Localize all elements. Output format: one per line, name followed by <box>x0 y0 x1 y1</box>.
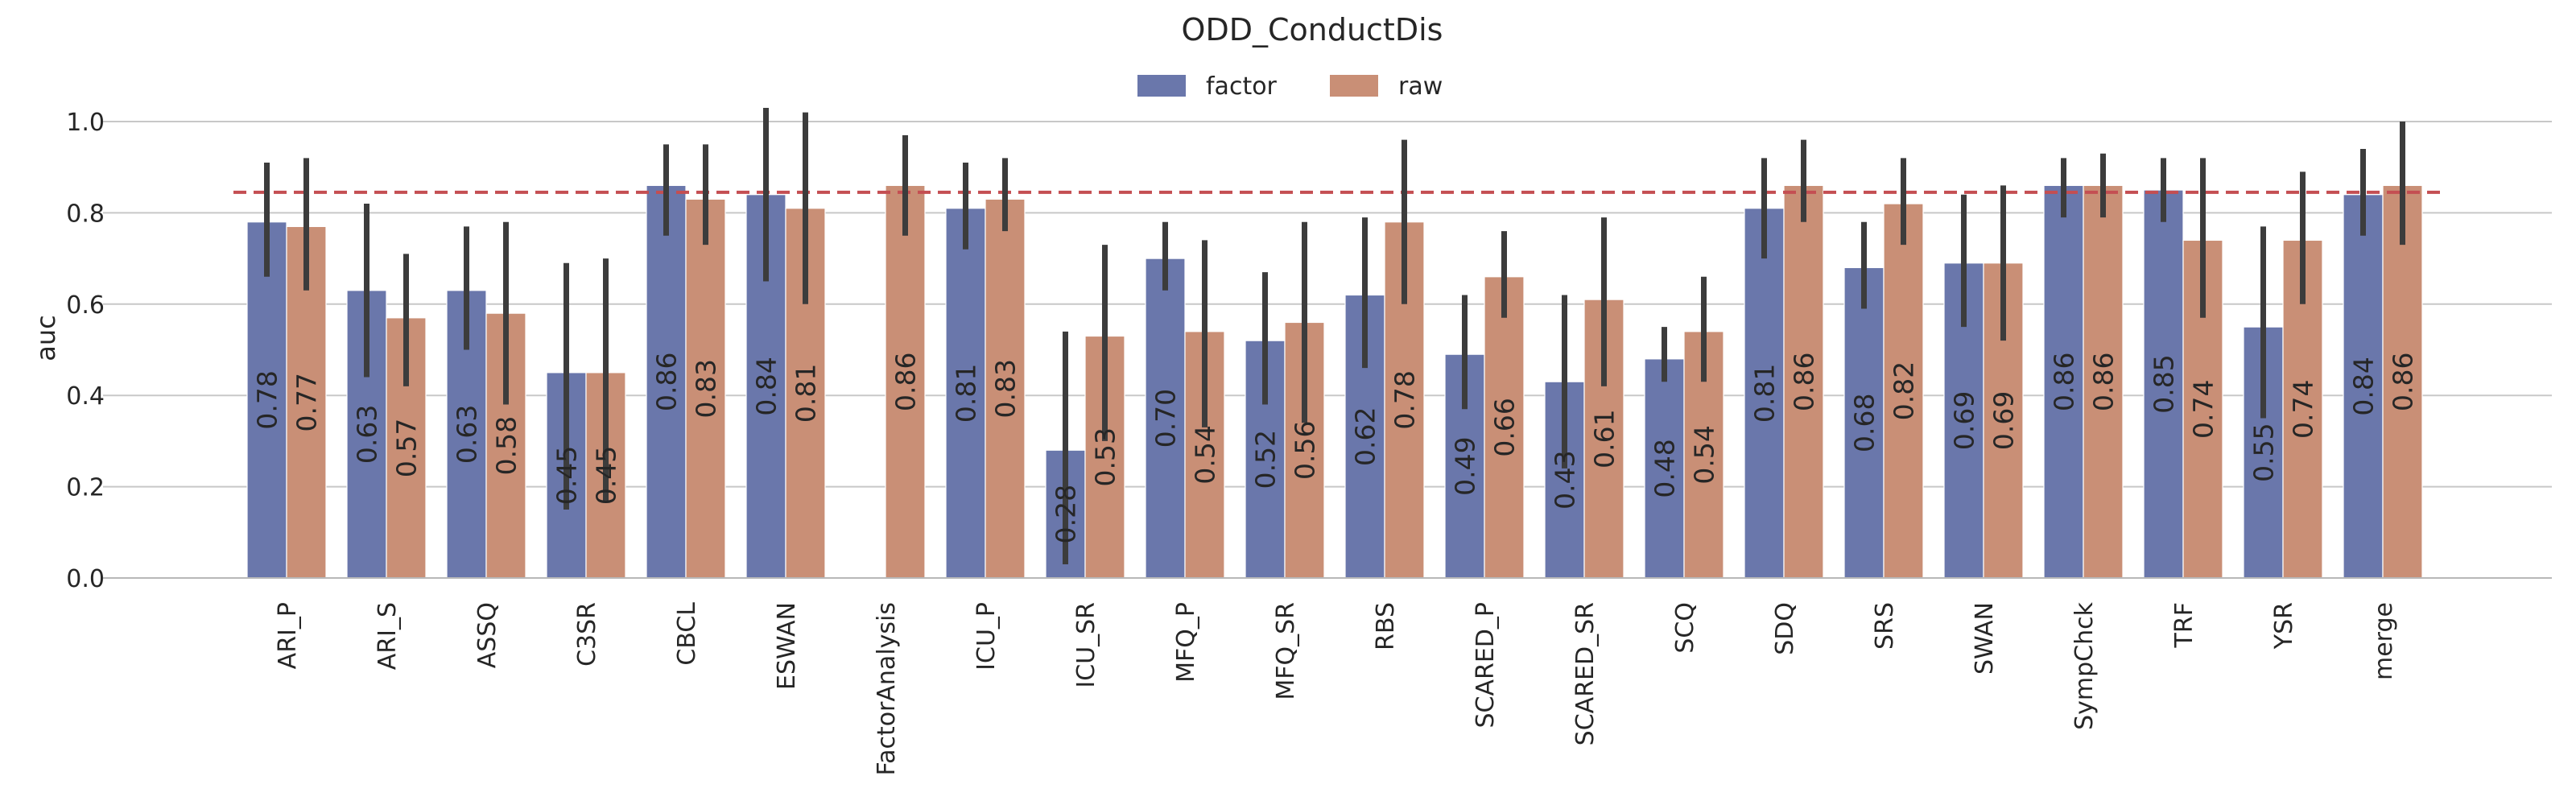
bar-value-label: 0.85 <box>2149 354 2180 413</box>
bar-value-label: 0.70 <box>1150 389 1182 448</box>
bar-raw <box>2083 184 2124 579</box>
x-tick-label: RBS <box>1372 602 1400 650</box>
y-tick-label: 1.0 <box>66 109 105 137</box>
bar-value-label: 0.68 <box>1849 393 1880 452</box>
bar-raw <box>685 198 726 579</box>
x-tick-label: ICU_SR <box>1072 602 1100 688</box>
y-tick-label: 0.4 <box>66 382 105 411</box>
x-tick-label: FactorAnalysis <box>873 602 901 775</box>
bar-factor <box>1644 358 1685 579</box>
bar-factor <box>246 221 287 579</box>
bar-value-label: 0.81 <box>1749 364 1781 423</box>
bar-value-label: 0.52 <box>1250 430 1282 489</box>
x-tick-label: MFQ_P <box>1172 602 1200 683</box>
bar-value-label: 0.86 <box>2388 352 2419 411</box>
y-tick-label: 0.2 <box>66 474 105 502</box>
y-tick-label: 0.0 <box>66 565 105 593</box>
bar-value-label: 0.62 <box>1350 407 1381 465</box>
bar-value-label: 0.77 <box>291 373 323 431</box>
x-tick-label: C3SR <box>573 602 601 667</box>
x-tick-label: TRF <box>2170 602 2198 648</box>
x-tick-label: ARI_S <box>374 602 402 670</box>
error-bars-layer <box>264 107 2405 564</box>
bar-value-label: 0.63 <box>352 405 383 464</box>
bar-value-label: 0.83 <box>990 359 1022 418</box>
x-tick-label: CBCL <box>673 602 701 666</box>
bar-value-label: 0.78 <box>1389 370 1421 429</box>
x-tick-label: ESWAN <box>773 602 801 690</box>
bar-value-label: 0.49 <box>1450 436 1481 495</box>
x-tick-label: SCARED_SR <box>1571 602 1600 745</box>
bar-factor <box>1744 208 1785 579</box>
bar-value-label: 0.81 <box>791 364 822 423</box>
bar-value-label: 0.48 <box>1649 439 1681 497</box>
bar-value-label: 0.55 <box>2248 423 2280 481</box>
x-ticks-layer: ARI_P ARI_S ASSQ C3SR CBCL ESWAN FactorAnalysi… <box>274 601 2398 775</box>
legend-swatch-factor <box>1137 75 1186 97</box>
y-tick-label: 0.6 <box>66 291 105 320</box>
bar-value-label: 0.74 <box>2288 379 2319 438</box>
x-tick-label: merge <box>2370 602 2398 680</box>
legend: factor raw <box>1137 72 1443 101</box>
bar-value-label: 0.69 <box>1949 391 1980 450</box>
bar-raw <box>985 198 1026 579</box>
bar-value-label: 0.61 <box>1589 409 1620 468</box>
bar-value-label: 0.54 <box>1689 425 1720 484</box>
bar-value-label: 0.45 <box>591 446 622 505</box>
bar-value-label: 0.84 <box>751 357 782 415</box>
bar-value-label: 0.53 <box>1090 427 1121 486</box>
bar-value-label: 0.86 <box>651 352 683 411</box>
bar-factor <box>646 184 687 579</box>
bar-value-label: 0.78 <box>252 370 283 429</box>
x-tick-label: SDQ <box>1771 602 1799 655</box>
x-tick-label: SCQ <box>1671 602 1699 654</box>
x-tick-label: YSR <box>2270 602 2298 650</box>
y-axis-label: auc <box>31 315 61 361</box>
legend-swatch-raw <box>1330 75 1378 97</box>
bar-raw <box>885 184 926 579</box>
x-tick-label: ARI_P <box>274 602 302 669</box>
bar-value-label: 0.74 <box>2188 379 2219 438</box>
bar-value-label: 0.57 <box>391 419 423 477</box>
bar-value-label: 0.45 <box>551 446 583 505</box>
chart-title: ODD_ConductDis <box>1182 12 1443 47</box>
bar-value-label: 0.81 <box>951 364 982 423</box>
bar-value-label: 0.82 <box>1889 361 1920 420</box>
bar-value-label: 0.63 <box>452 405 483 464</box>
bar-value-label: 0.86 <box>890 352 922 411</box>
bar-value-label: 0.86 <box>2088 352 2120 411</box>
bar-value-label: 0.86 <box>2049 352 2080 411</box>
bar-value-label: 0.86 <box>1789 352 1820 411</box>
legend-label-raw: raw <box>1398 72 1443 101</box>
bar-value-label: 0.43 <box>1550 450 1581 509</box>
x-tick-label: SCARED_P <box>1472 602 1500 729</box>
bar-value-label: 0.84 <box>2348 357 2380 415</box>
legend-label-factor: factor <box>1206 72 1278 101</box>
bar-value-label: 0.28 <box>1051 485 1082 543</box>
bar-value-label: 0.56 <box>1290 420 1321 479</box>
y-ticks-layer: 0.0 0.2 0.4 0.6 0.8 1.0 <box>66 109 105 593</box>
bar-value-label: 0.58 <box>491 416 522 475</box>
bar-value-label: 0.83 <box>691 359 722 418</box>
x-tick-label: SympChck <box>2070 601 2099 730</box>
bar-value-label: 0.66 <box>1489 398 1521 456</box>
y-tick-label: 0.8 <box>66 200 105 228</box>
bar-labels-layer: 0.78 0.77 0.63 0.57 0.63 0.58 0.45 0.45 0.86 0.83… <box>252 352 2419 543</box>
bar-factor <box>1145 258 1186 579</box>
bar-raw <box>1484 276 1525 579</box>
x-tick-label: MFQ_SR <box>1272 602 1300 700</box>
bar-value-label: 0.69 <box>1988 391 2020 450</box>
bar-raw <box>1783 184 1824 579</box>
x-tick-label: SRS <box>1871 602 1899 650</box>
bar-value-label: 0.54 <box>1190 425 1221 484</box>
x-tick-label: SWAN <box>1971 602 1999 675</box>
x-tick-label: ASSQ <box>473 602 502 668</box>
x-tick-label: ICU_P <box>972 602 1001 671</box>
